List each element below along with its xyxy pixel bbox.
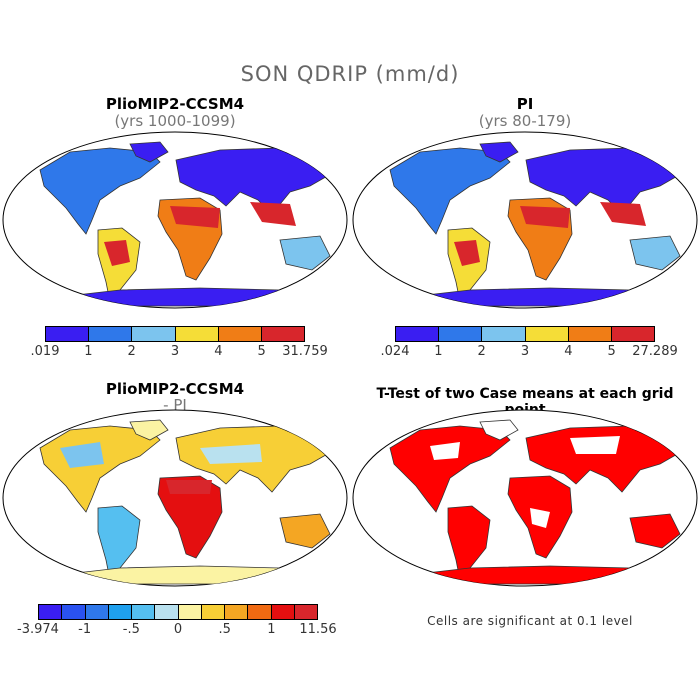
panel-subtitle-top-left: (yrs 1000-1099) <box>114 112 236 130</box>
wet-band <box>454 240 480 266</box>
colorbar-tick-label: -3.974 <box>17 622 59 637</box>
map-top-left <box>2 131 348 309</box>
landmass-greenland <box>129 141 169 163</box>
colorbar-tick-label: 2 <box>477 344 486 359</box>
colorbar-top-left <box>45 326 305 342</box>
colorbar-swatch <box>482 327 526 341</box>
landmass-greenland <box>129 419 169 441</box>
figure-title: SON QDRIP (mm/d) <box>240 62 460 86</box>
colorbar-swatch <box>271 605 295 619</box>
colorbar-tick-label: 2 <box>127 344 136 359</box>
colorbar-tick-label: 4 <box>214 344 223 359</box>
colorbar-top-right <box>395 326 655 342</box>
panel-title-top-right: PI <box>516 95 534 113</box>
colorbar-swatch <box>248 605 272 619</box>
colorbar-swatch <box>132 327 176 341</box>
wet-band <box>600 202 646 226</box>
wet-band <box>170 206 220 228</box>
colorbar-tick-label: 3 <box>170 344 180 359</box>
wet-band <box>104 240 130 266</box>
colorbar-bottom-left <box>38 604 318 620</box>
colorbar-tick-label: 11.56 <box>299 622 337 637</box>
colorbar-swatch <box>294 605 317 619</box>
map-top-right <box>352 131 698 309</box>
colorbar-swatch <box>201 605 225 619</box>
map-bottom-left <box>2 409 348 587</box>
wet-band <box>250 202 296 226</box>
colorbar-swatch <box>89 327 133 341</box>
colorbar-swatch <box>261 327 305 341</box>
landmass-namerica <box>389 147 511 235</box>
landmass-greenland <box>479 141 519 163</box>
colorbar-labels-bottom-left: -3.974 -1 -.5 0 .5 1 11.56 <box>17 622 337 640</box>
landmass-africa <box>157 475 223 559</box>
colorbar-swatch <box>225 605 249 619</box>
colorbar-swatch <box>178 605 202 619</box>
colorbar-swatch <box>85 605 109 619</box>
landmass-australia <box>279 235 331 271</box>
panel-title-bottom-left: PlioMIP2-CCSM4 <box>105 380 245 398</box>
colorbar-swatch <box>46 327 90 341</box>
colorbar-swatch <box>611 327 655 341</box>
insignificant-region <box>530 508 550 528</box>
colorbar-swatch <box>39 605 63 619</box>
colorbar-swatch <box>396 327 440 341</box>
colorbar-tick-label: 5 <box>257 344 266 359</box>
panel-title-top-left: PlioMIP2-CCSM4 <box>105 95 245 113</box>
landmass-australia <box>629 513 681 549</box>
colorbar-tick-label: 1 <box>434 344 443 359</box>
landmass-namerica <box>389 425 511 513</box>
colorbar-tick-label: 27.289 <box>632 344 678 359</box>
wet-band <box>520 206 570 228</box>
colorbar-tick-label: 0 <box>173 622 183 637</box>
colorbar-swatch <box>218 327 262 341</box>
colorbar-tick-label: -1 <box>78 622 92 637</box>
panel-subtitle-bottom-left: - PI <box>163 396 187 414</box>
colorbar-labels-top-right: .024 1 2 3 4 5 27.289 <box>381 344 678 362</box>
colorbar-swatch <box>108 605 132 619</box>
colorbar-swatch <box>62 605 86 619</box>
dry-band <box>60 442 104 468</box>
significance-note: Cells are significant at 0.1 level <box>427 614 633 628</box>
colorbar-swatch <box>439 327 483 341</box>
dry-band <box>200 444 262 464</box>
colorbar-swatch <box>132 605 156 619</box>
landmass-greenland <box>479 419 519 441</box>
colorbar-tick-label: 4 <box>564 344 573 359</box>
colorbar-tick-label: 31.759 <box>282 344 328 359</box>
wet-band <box>166 480 212 494</box>
map-bottom-right <box>352 409 698 587</box>
colorbar-tick-label: .024 <box>380 344 410 359</box>
colorbar-tick-label: 1 <box>84 344 93 359</box>
colorbar-swatch <box>175 327 219 341</box>
colorbar-tick-label: 5 <box>607 344 616 359</box>
landmass-australia <box>629 235 681 271</box>
colorbar-labels-top-left: .019 1 2 3 4 5 31.759 <box>31 344 328 362</box>
colorbar-tick-label: 3 <box>520 344 530 359</box>
colorbar-tick-label: 1 <box>267 622 276 637</box>
colorbar-tick-label: .019 <box>30 344 60 359</box>
colorbar-swatch <box>525 327 569 341</box>
colorbar-tick-label: -.5 <box>122 622 140 637</box>
panel-subtitle-top-right: (yrs 80-179) <box>478 112 572 130</box>
colorbar-tick-label: .5 <box>218 622 231 637</box>
landmass-namerica <box>39 147 161 235</box>
colorbar-swatch <box>155 605 179 619</box>
landmass-australia <box>279 513 331 549</box>
colorbar-swatch <box>568 327 612 341</box>
insignificant-region <box>570 436 620 454</box>
insignificant-region <box>430 442 460 460</box>
